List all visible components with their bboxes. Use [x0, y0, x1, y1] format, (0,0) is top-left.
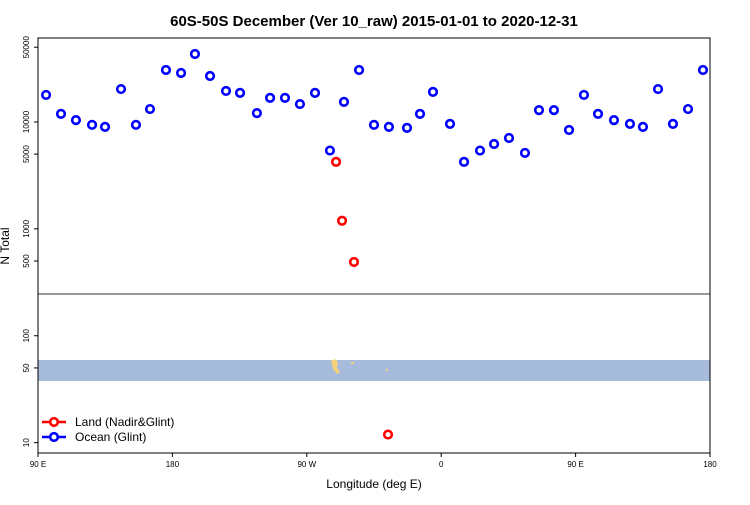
point — [115, 83, 127, 95]
chart-title: 60S-50S December (Ver 10_raw) 2015-01-01… — [170, 13, 578, 30]
point — [474, 145, 486, 156]
point — [99, 121, 111, 132]
y-tick-label: 50000 — [22, 36, 31, 59]
legend-label: Ocean (Glint) — [75, 430, 146, 444]
point — [682, 103, 694, 115]
point — [40, 89, 52, 101]
point — [175, 67, 187, 79]
y-tick-label: 500 — [22, 254, 31, 268]
x-tick-label: 180 — [703, 460, 717, 469]
point — [368, 119, 380, 130]
point — [503, 132, 515, 144]
point — [578, 89, 590, 101]
x-axis-label: Longitude (deg E) — [326, 477, 421, 491]
point — [324, 145, 336, 156]
point — [652, 83, 664, 95]
legend-marker — [48, 416, 60, 428]
y-tick-label: 10000 — [22, 110, 31, 133]
point — [519, 147, 531, 159]
x-tick-label: 90 E — [30, 460, 46, 469]
point — [279, 92, 291, 103]
point — [488, 138, 500, 150]
point — [264, 92, 276, 103]
point — [637, 121, 649, 132]
point — [458, 156, 470, 167]
legend-marker — [48, 431, 60, 443]
y-tick-label: 10 — [22, 438, 31, 447]
land-patch — [331, 359, 340, 374]
point — [548, 105, 560, 116]
point — [160, 64, 172, 76]
point — [444, 118, 456, 129]
y-tick-label: 100 — [22, 329, 31, 343]
y-axis-label: N Total — [0, 227, 12, 264]
point — [592, 108, 604, 119]
point — [382, 429, 394, 440]
point — [533, 105, 545, 116]
legend-label: Land (Nadir&Glint) — [75, 415, 174, 429]
x-tick-label: 0 — [439, 460, 444, 469]
point — [427, 86, 439, 98]
point — [234, 87, 246, 98]
point — [608, 115, 620, 126]
point — [70, 115, 82, 126]
point — [563, 124, 575, 136]
point — [624, 118, 636, 129]
x-tick-label: 90 E — [567, 460, 583, 469]
y-tick-label: 50 — [22, 363, 31, 372]
x-tick-label: 180 — [166, 460, 180, 469]
point — [414, 108, 426, 119]
point — [353, 64, 365, 76]
point — [130, 119, 142, 130]
y-tick-label: 1000 — [22, 219, 31, 237]
point — [309, 87, 321, 98]
y-tick-label: 5000 — [22, 145, 31, 163]
point — [338, 96, 350, 108]
point — [336, 215, 348, 226]
point — [220, 85, 232, 97]
point — [86, 119, 98, 130]
land-patch — [351, 362, 354, 364]
x-tick-label: 90 W — [297, 460, 316, 469]
point — [204, 70, 216, 82]
point — [667, 118, 679, 129]
point — [189, 48, 201, 60]
point — [401, 122, 413, 133]
land-patch — [386, 369, 388, 371]
ocean-band — [38, 360, 710, 381]
point — [55, 108, 67, 119]
plot-frame — [37, 37, 711, 454]
point — [294, 98, 306, 110]
point — [144, 103, 156, 115]
point — [251, 107, 263, 119]
point — [330, 156, 342, 167]
point — [383, 121, 395, 132]
point — [348, 256, 360, 268]
point — [697, 64, 709, 76]
